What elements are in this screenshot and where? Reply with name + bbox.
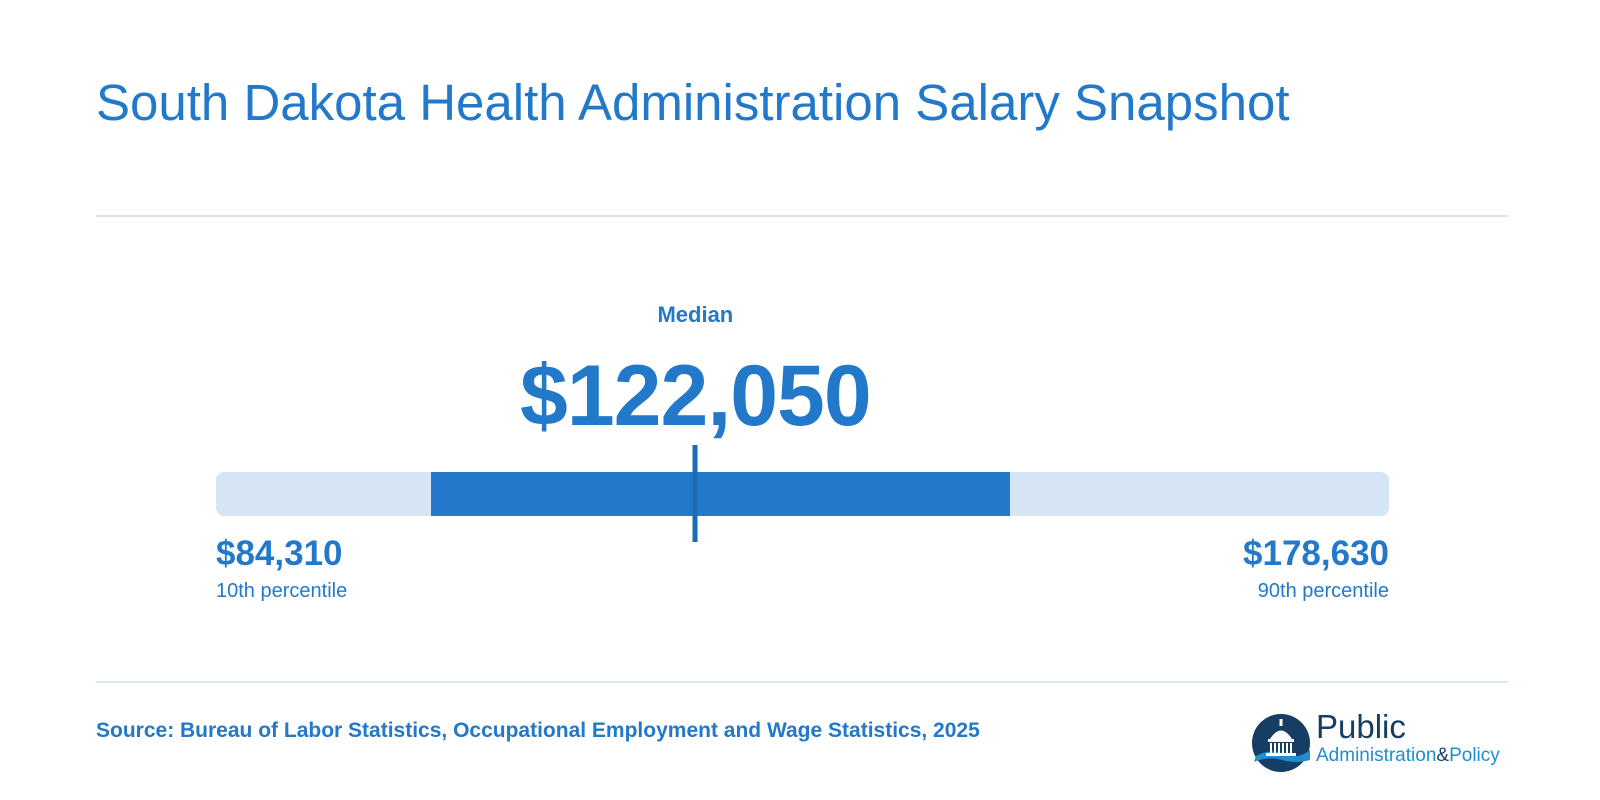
logo: Public Administration&Policy xyxy=(1250,708,1520,780)
low-percentile-label: 10th percentile xyxy=(216,580,348,602)
median-value: $122,050 xyxy=(520,348,872,444)
bottom-divider xyxy=(96,681,1508,683)
low-value: $84,310 xyxy=(216,534,343,573)
source-note: Source: Bureau of Labor Statistics, Occu… xyxy=(96,719,980,742)
high-value: $178,630 xyxy=(1243,534,1389,573)
median-label: Median xyxy=(657,302,734,327)
logo-word-admin-policy: Administration&Policy xyxy=(1316,745,1500,766)
top-divider xyxy=(96,215,1508,217)
logo-word-public: Public xyxy=(1316,708,1406,745)
capitol-dome-icon xyxy=(1252,714,1310,772)
median-marker xyxy=(692,445,698,542)
page-title: South Dakota Health Administration Salar… xyxy=(96,74,1290,131)
salary-range-fill xyxy=(431,472,1010,516)
high-percentile-label: 90th percentile xyxy=(1257,580,1389,602)
salary-range-track xyxy=(216,472,1389,516)
